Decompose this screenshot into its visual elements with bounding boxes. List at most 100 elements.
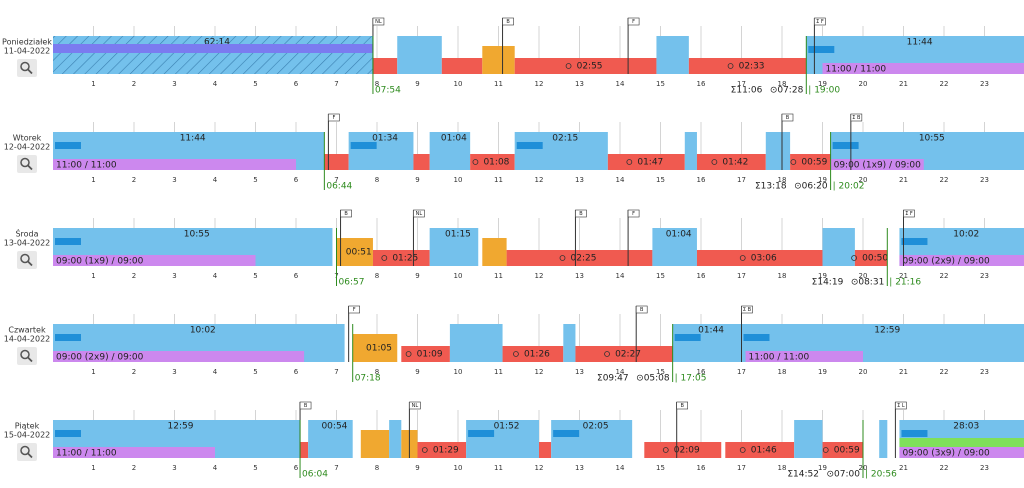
drive-icon — [739, 447, 746, 453]
hour-label: 11 — [494, 80, 503, 88]
search-button[interactable] — [17, 251, 37, 269]
end-time: | 20:56 — [865, 470, 897, 480]
day-date: 11-04-2022 — [4, 47, 51, 56]
flag-box — [781, 113, 794, 122]
hour-label: 9 — [415, 80, 419, 88]
rest-mark — [832, 142, 859, 149]
hour-label: 19 — [818, 80, 827, 88]
hour-label: 22 — [940, 272, 949, 280]
rest-segment — [656, 36, 689, 74]
flag-label: B — [640, 307, 644, 313]
search-handle — [27, 260, 33, 267]
segment-label: 10:55 — [919, 134, 945, 144]
rest-mark — [55, 430, 81, 437]
hour-label: 7 — [334, 368, 338, 376]
segment-label: 01:15 — [445, 230, 471, 240]
hour-label: 1 — [91, 368, 95, 376]
segment-label: 02:25 — [571, 254, 597, 264]
strip-label: 09:00 (1x9) / 09:00 — [834, 161, 922, 171]
hour-label: 18 — [778, 272, 787, 280]
hour-label: 22 — [940, 80, 949, 88]
hour-label: 1 — [91, 80, 95, 88]
hour-label: 14 — [616, 272, 625, 280]
hour-label: 9 — [415, 464, 419, 472]
rest-segment — [466, 420, 539, 458]
rest-segment — [551, 420, 633, 458]
green-strip — [899, 438, 1024, 447]
flag-label: NL — [412, 403, 419, 409]
segment-label: 11:44 — [180, 134, 206, 144]
purple-strip — [745, 351, 863, 362]
segment-label: 02:27 — [615, 350, 641, 360]
hour-label: 7 — [334, 176, 338, 184]
rest-segment — [684, 132, 697, 170]
day-date: 12-04-2022 — [4, 143, 51, 152]
hour-label: 6 — [294, 272, 299, 280]
hour-label: 17 — [737, 464, 746, 472]
drive-icon — [472, 159, 479, 165]
drive-icon — [739, 255, 746, 261]
segment-label: 01:34 — [372, 134, 398, 144]
rest-mark — [808, 46, 835, 53]
flag-label: Σ B — [743, 307, 752, 313]
hour-label: 3 — [172, 272, 176, 280]
hour-label: 21 — [899, 176, 908, 184]
hour-label: 10 — [454, 80, 463, 88]
rest-mark — [55, 142, 81, 149]
hour-label: 23 — [980, 368, 989, 376]
segment-label: 01:09 — [417, 350, 443, 360]
hour-label: 1 — [91, 464, 95, 472]
drive-segment — [502, 346, 564, 362]
strip-label: 11:00 / 11:00 — [56, 449, 117, 459]
rest-mark — [743, 334, 770, 341]
flag-box — [340, 209, 352, 218]
hour-label: 4 — [213, 464, 218, 472]
search-button[interactable] — [17, 443, 37, 461]
flag-label: F — [353, 307, 356, 313]
hour-label: 4 — [213, 80, 218, 88]
drive-segment — [790, 154, 831, 170]
drive-segment — [417, 442, 467, 458]
hour-label: 18 — [778, 464, 787, 472]
search-box — [17, 347, 37, 365]
drive-segment — [725, 442, 795, 458]
hour-label: 10 — [454, 464, 463, 472]
hour-label: 14 — [616, 368, 625, 376]
hour-label: 1 — [91, 272, 95, 280]
day-date: 15-04-2022 — [4, 431, 51, 440]
hour-label: 18 — [778, 80, 787, 88]
hour-label: 11 — [494, 272, 503, 280]
hour-label: 16 — [697, 368, 706, 376]
hour-label: 15 — [656, 80, 665, 88]
segment-label: 01:25 — [392, 254, 418, 264]
day-name: Piątek — [15, 422, 40, 431]
search-button[interactable] — [17, 59, 37, 77]
drive-icon — [790, 159, 797, 165]
hour-label: 9 — [415, 368, 419, 376]
day-date: 14-04-2022 — [4, 335, 51, 344]
search-button[interactable] — [17, 155, 37, 173]
hour-label: 2 — [132, 464, 136, 472]
hour-label: 9 — [415, 176, 419, 184]
hour-label: 19 — [818, 368, 827, 376]
hour-label: 5 — [253, 80, 257, 88]
hour-label: 11 — [494, 176, 503, 184]
hour-label: 21 — [899, 464, 908, 472]
hour-label: 8 — [375, 272, 379, 280]
flag-label: B — [506, 19, 510, 25]
hour-label: 16 — [697, 464, 706, 472]
strip-label: 09:00 (1x9) / 09:00 — [56, 257, 144, 267]
rest-segment — [794, 420, 823, 458]
day-name: Poniedziałek — [2, 38, 52, 47]
search-button[interactable] — [17, 347, 37, 365]
flag-box — [502, 17, 514, 26]
hour-label: 4 — [213, 368, 218, 376]
flag-label: F — [632, 211, 635, 217]
rest-mark — [516, 142, 543, 149]
drive-icon — [851, 255, 857, 261]
end-time: | 21:16 — [889, 278, 921, 288]
hour-label: 13 — [575, 176, 584, 184]
flag-box — [741, 305, 753, 314]
work-segment — [336, 238, 373, 266]
hour-label: 16 — [697, 272, 706, 280]
